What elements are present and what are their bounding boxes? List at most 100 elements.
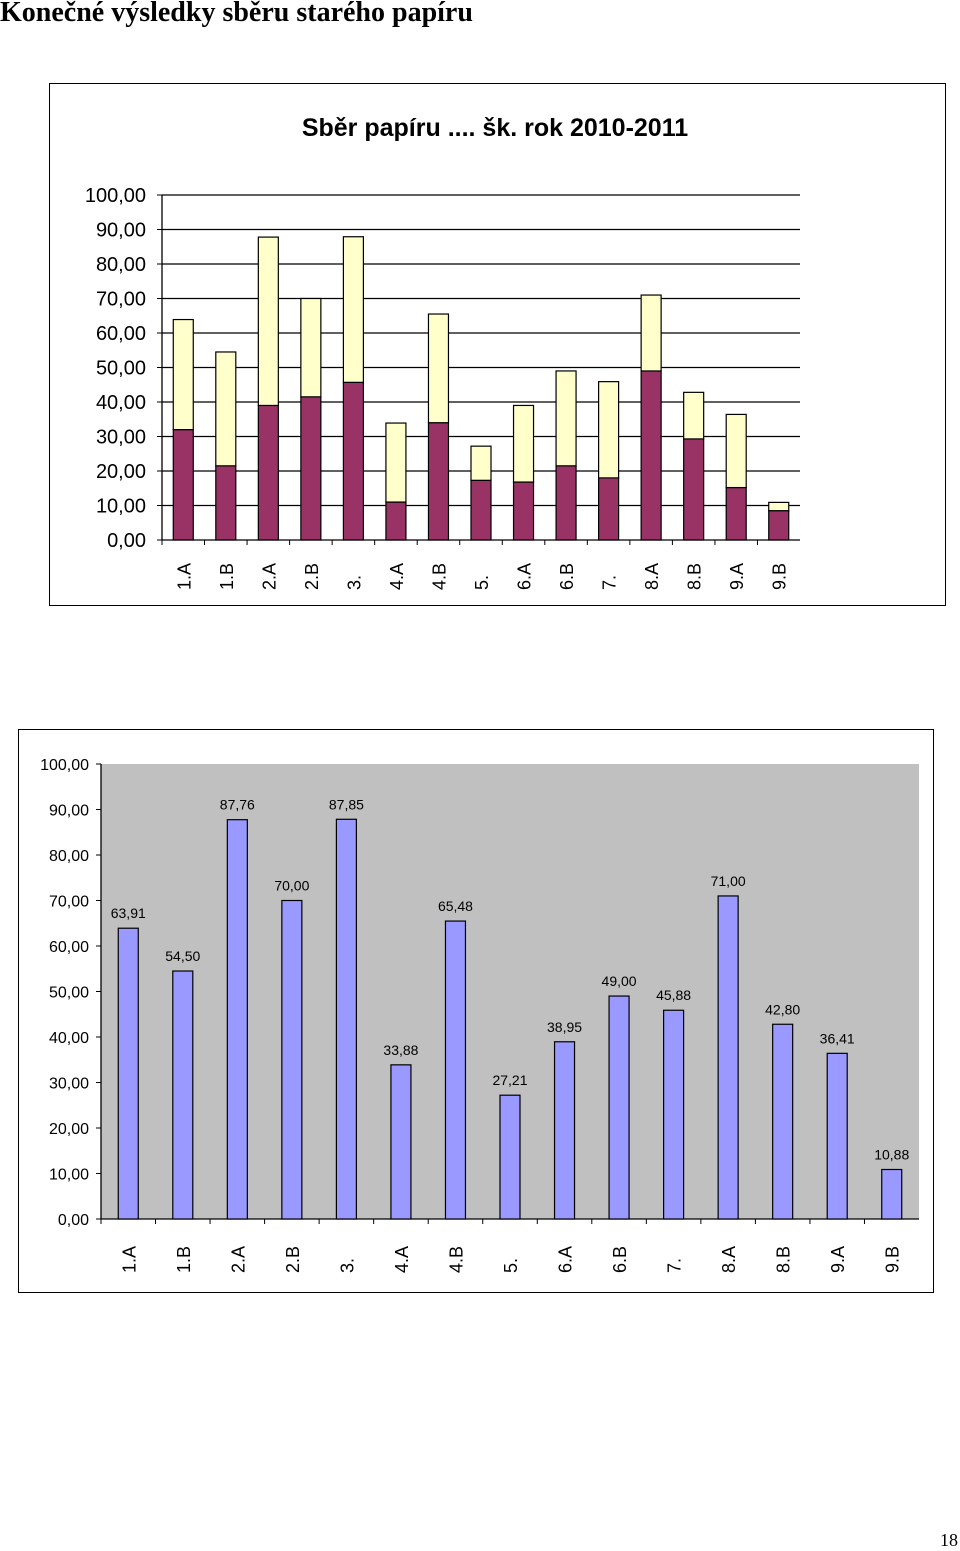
bar-segment-upper: [385, 422, 407, 503]
chart-stacked-svg: Sběr papíru .... šk. rok 2010-2011 0,00 10…: [85, 114, 800, 590]
y-tick-label: 30,00: [96, 427, 146, 449]
y-tick-label: 60,00: [96, 323, 146, 345]
x-tick-label: 1.A: [119, 1246, 139, 1273]
bar-segment-lower: [215, 465, 237, 541]
bar-segment-upper: [768, 501, 790, 512]
y-tick-label: 70,00: [96, 289, 146, 311]
data-label: 87,85: [329, 796, 364, 812]
bar: [826, 1052, 848, 1220]
x-tick-label: 6.A: [515, 563, 535, 590]
y-tick-label: 10,00: [49, 1167, 89, 1184]
y-tick-label: 90,00: [49, 803, 89, 820]
x-tick-label: 6.B: [557, 563, 577, 590]
x-tick-label: 9.A: [727, 563, 747, 590]
y-tick-label: 10,00: [96, 496, 146, 518]
data-label: 38,95: [547, 1019, 582, 1035]
bar-segment-lower: [342, 381, 364, 541]
x-tick-label: 8.A: [719, 1246, 739, 1273]
bar-segment-upper: [342, 236, 364, 383]
bar: [717, 895, 739, 1220]
bar-segment-upper: [427, 313, 450, 424]
bar: [662, 1009, 685, 1220]
x-tick-label: 3.: [344, 575, 364, 590]
y-tick-label: 40,00: [49, 1030, 89, 1047]
bar-segment-lower: [683, 438, 705, 541]
bar-segment-upper: [172, 318, 194, 431]
bar-segment-lower: [597, 477, 620, 541]
y-tick-label: 100,00: [85, 185, 146, 207]
x-tick-label: 5.: [472, 575, 492, 590]
bar-segment-upper: [725, 413, 747, 489]
bar-segment-lower: [257, 404, 279, 541]
data-label: 27,21: [492, 1072, 527, 1088]
x-tick-label: 1.B: [174, 1246, 194, 1273]
page-number: 18: [940, 1530, 958, 1550]
x-tick-label: 2.B: [283, 1246, 303, 1273]
chart-stacked-frame: Sběr papíru .... šk. rok 2010-2011 0,00 10…: [49, 83, 946, 606]
y-tick-label: 50,00: [96, 358, 146, 380]
bar-segment-lower: [427, 422, 450, 541]
x-tick-label: 2.B: [302, 563, 322, 590]
x-tick-label: 4.A: [387, 563, 407, 590]
x-tick-label: 3.: [337, 1258, 357, 1273]
x-tick-label: 9.B: [883, 1246, 903, 1273]
y-tick-label: 60,00: [49, 939, 89, 956]
page-title: Konečné výsledky sběru starého papíru: [0, 0, 473, 28]
x-tick-label: 9.B: [770, 563, 790, 590]
x-tick-label: 8.B: [685, 563, 705, 590]
bar-segment-lower: [385, 501, 407, 541]
bar: [226, 819, 248, 1220]
bar-segment-upper: [597, 381, 620, 479]
data-label: 42,80: [765, 1001, 800, 1017]
y-tick-label: 100,00: [40, 757, 89, 774]
bar: [499, 1094, 521, 1220]
bar-segment-upper: [640, 294, 662, 372]
data-label: 87,76: [220, 797, 255, 813]
y-tick-label: 0,00: [58, 1212, 89, 1229]
x-tick-label: 8.B: [774, 1246, 794, 1273]
bar: [281, 899, 303, 1220]
bar-segment-upper: [683, 391, 705, 440]
x-tick-label: 4.A: [392, 1246, 412, 1273]
x-tick-label: 6.B: [610, 1246, 630, 1273]
bar: [390, 1064, 412, 1220]
y-tick-label: 30,00: [49, 1076, 89, 1093]
bar-segment-lower: [470, 479, 492, 541]
x-tick-label: 4.B: [429, 563, 449, 590]
x-tick-label: 9.A: [828, 1246, 848, 1273]
bar: [772, 1023, 794, 1220]
x-tick-label: 2.A: [228, 1246, 248, 1273]
data-label: 36,41: [820, 1030, 855, 1046]
y-tick-label: 80,00: [96, 254, 146, 276]
bar-segment-lower: [300, 396, 322, 541]
data-label: 10,88: [874, 1146, 909, 1162]
x-tick-label: 7.: [665, 1258, 685, 1273]
bar: [608, 995, 630, 1220]
bar-segment-lower: [512, 481, 535, 541]
x-tick-label: 5.: [501, 1258, 521, 1273]
y-tick-label: 70,00: [49, 894, 89, 911]
bar: [172, 970, 194, 1220]
x-tick-label: 2.A: [259, 563, 279, 590]
bar: [117, 927, 139, 1220]
x-tick-label: 6.A: [556, 1246, 576, 1273]
bar-segment-lower: [725, 486, 747, 541]
bar: [881, 1168, 903, 1220]
bar-segment-upper: [470, 445, 492, 481]
bar-segment-lower: [172, 429, 194, 541]
chart-totals-frame: 0,00 10,00 20,00 30,00 40,00 50,00 60,00 70,00 8…: [18, 729, 934, 1293]
bar-segment-upper: [555, 370, 577, 467]
bar: [444, 920, 467, 1220]
y-tick-label: 20,00: [96, 461, 146, 483]
bar: [335, 818, 357, 1220]
data-label: 33,88: [383, 1042, 418, 1058]
y-tick-label: 0,00: [107, 530, 146, 552]
data-label: 63,91: [111, 905, 146, 921]
chart-title: Sběr papíru .... šk. rok 2010-2011: [302, 114, 688, 142]
y-tick-label: 50,00: [49, 985, 89, 1002]
x-tick-label: 1.A: [174, 563, 194, 590]
y-tick-label: 20,00: [49, 1121, 89, 1138]
data-label: 49,00: [602, 973, 637, 989]
data-label: 45,88: [656, 987, 691, 1003]
data-label: 70,00: [274, 878, 309, 894]
